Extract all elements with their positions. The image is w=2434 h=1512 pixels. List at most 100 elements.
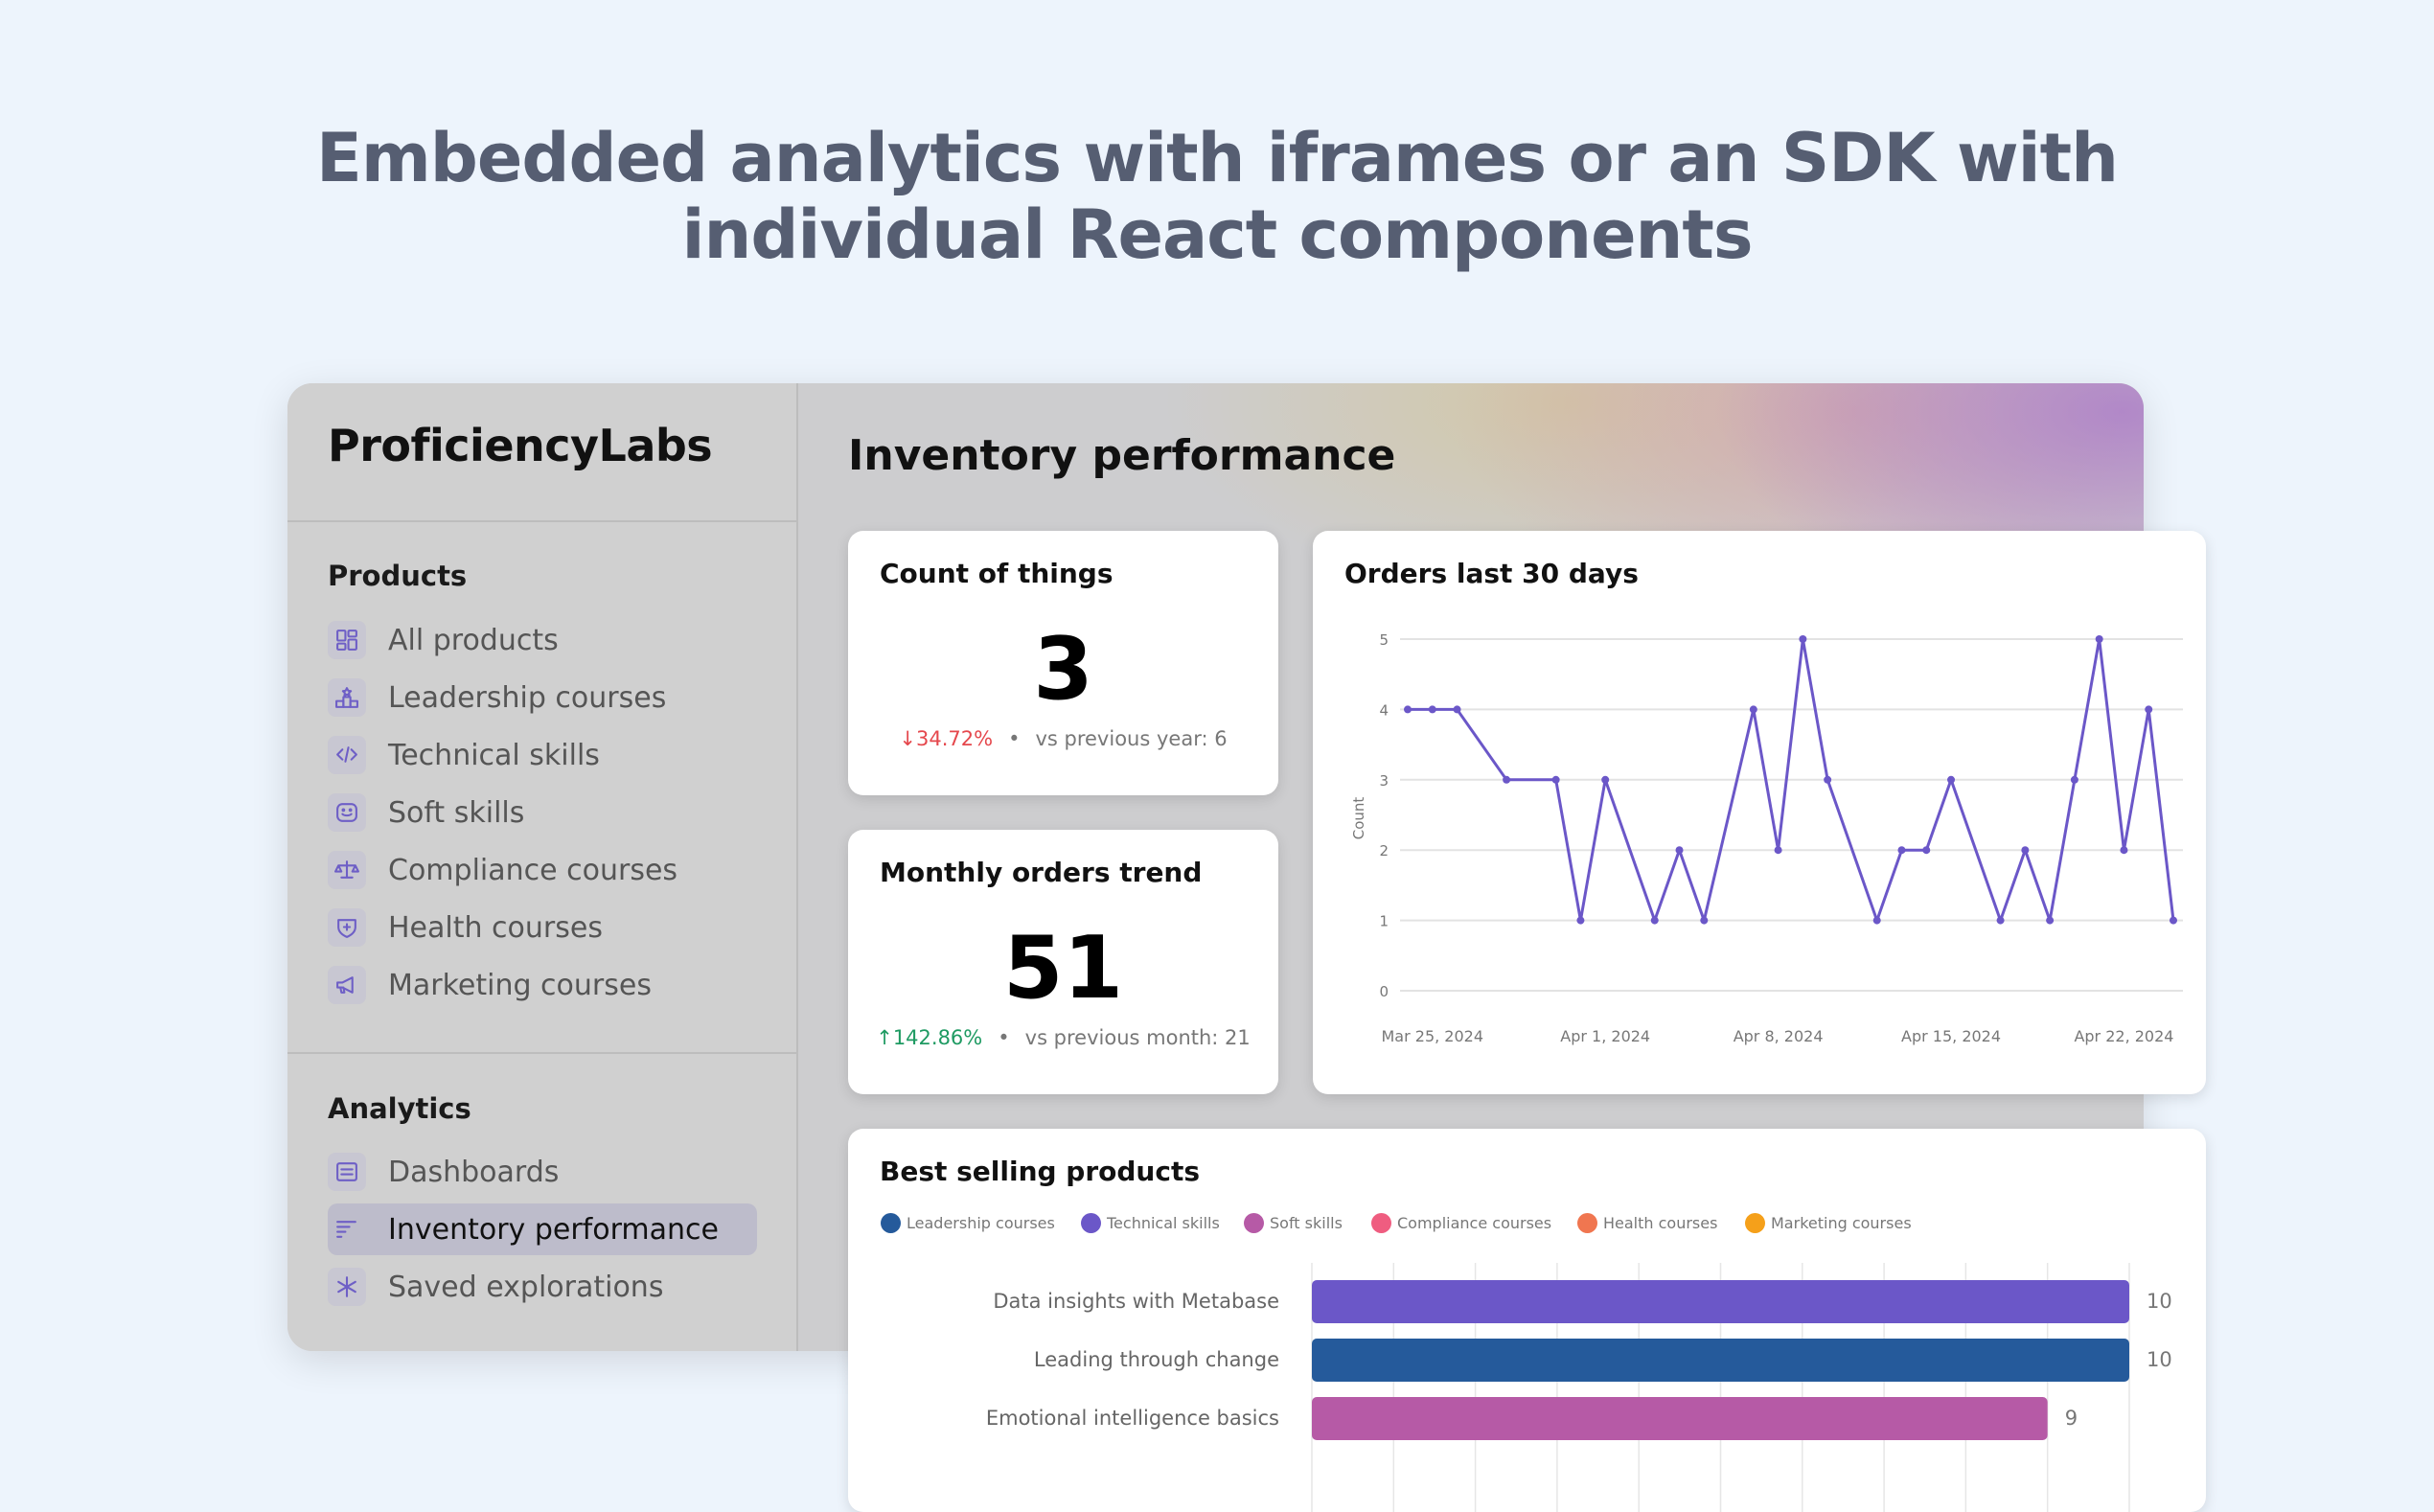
data-point [1675,846,1684,855]
bar-category-label: Emotional intelligence basics [986,1407,1279,1430]
bar-value-label: 10 [2147,1290,2172,1313]
sidebar-item-compliance-courses[interactable]: Compliance courses [328,844,757,896]
bar-value-label: 10 [2147,1348,2172,1371]
card-title: Monthly orders trend [880,857,1203,888]
legend-label: Leadership courses [907,1214,1055,1232]
code-icon [328,736,366,774]
legend-label: Health courses [1603,1214,1718,1232]
sidebar-item-label: Dashboards [388,1155,560,1189]
line-chart: 0 1 2 3 4 5 Count Mar 25, 2024 Apr 1, 2024 Apr 8,… [1350,631,2183,1045]
legend-label: Soft skills [1270,1214,1343,1232]
legend-item[interactable]: Compliance courses [1371,1213,1551,1233]
sidebar-item-soft-skills[interactable]: Soft skills [328,787,757,838]
kpi-comparison: vs previous year: 6 [1035,727,1228,750]
data-point [1774,846,1782,855]
sidebar-item-inventory-performance[interactable]: Inventory performance [328,1203,757,1255]
kpi-value: 51 [1002,918,1124,1019]
data-point [1576,916,1585,925]
series-line [1408,637,2175,923]
y-tick-label: 0 [1379,983,1389,1000]
data-point [1650,916,1659,925]
legend-item[interactable]: Soft skills [1244,1213,1343,1233]
y-tick-label: 1 [1379,913,1389,930]
sidebar-item-leadership-courses[interactable]: Leadership courses [328,672,757,723]
legend-label: Compliance courses [1397,1214,1552,1232]
hero-line-2: individual React components [681,195,1753,274]
sidebar-item-health-courses[interactable]: Health courses [328,902,757,953]
x-tick-label: Mar 25, 2024 [1382,1027,1484,1045]
kpi-value: 3 [1033,619,1093,720]
data-point [2095,635,2103,643]
dashboard-icon [328,1153,366,1191]
data-point [1601,775,1610,784]
card-title: Orders last 30 days [1344,558,1639,589]
legend-swatch [1745,1213,1765,1233]
kpi-change: ↑142.86% [876,1026,983,1049]
legend-swatch [1081,1213,1101,1233]
sidebar-item-dashboards[interactable]: Dashboards [328,1146,757,1198]
sidebar: ProficiencyLabs Products All products Lea… [287,383,798,1351]
bar [1312,1339,2129,1382]
data-point [1551,775,1560,784]
kpi-card-monthly-orders[interactable]: Monthly orders trend 51 ↑142.86% • vs prev… [848,830,1278,1094]
smile-icon [328,793,366,832]
grid-icon [328,621,366,659]
line-chart-card[interactable]: Orders last 30 days 0 1 2 3 4 5 Count Mar 25, 2… [1313,531,2206,1094]
legend-label: Technical skills [1107,1214,1220,1232]
bar-chart: Data insights with Metabase 10 Leading thr… [986,1263,2172,1512]
megaphone-icon [328,966,366,1004]
data-point [1453,705,1461,714]
legend-item[interactable]: Health courses [1577,1213,1717,1233]
sidebar-item-label: Health courses [388,910,603,945]
x-tick-label: Apr 8, 2024 [1734,1027,1824,1045]
podium-icon [328,678,366,717]
y-axis-label: Count [1350,797,1367,840]
logo: ProficiencyLabs [328,420,713,471]
sidebar-item-label: Leadership courses [388,680,667,715]
bar-chart-card[interactable]: Best selling products Leadership courses… [848,1129,2206,1512]
data-point [2046,916,2055,925]
data-point [2120,846,2128,855]
legend-swatch [1371,1213,1391,1233]
legend-label: Marketing courses [1771,1214,1912,1232]
products-heading: Products [328,560,468,592]
sidebar-item-label: Soft skills [388,795,525,830]
asterisk-icon [328,1268,366,1306]
hero-heading: Embedded analytics with iframes or an SD… [0,120,2434,273]
bar-category-label: Leading through change [1034,1348,1279,1371]
legend-item[interactable]: Marketing courses [1745,1213,1912,1233]
bar [1312,1397,2048,1440]
legend-item[interactable]: Technical skills [1081,1213,1220,1233]
divider [287,1052,798,1054]
data-point [1503,775,1511,784]
legend-swatch [1244,1213,1264,1233]
sidebar-item-label: All products [388,623,559,657]
x-tick-label: Apr 1, 2024 [1560,1027,1650,1045]
data-point [1872,916,1881,925]
x-tick-label: Apr 15, 2024 [1901,1027,2001,1045]
sidebar-item-saved-explorations[interactable]: Saved explorations [328,1261,757,1313]
legend-item[interactable]: Leadership courses [881,1213,1055,1233]
separator-dot: • [1008,727,1021,750]
hero-line-1: Embedded analytics with iframes or an SD… [316,119,2119,197]
sidebar-item-label: Technical skills [388,738,600,772]
sidebar-item-all-products[interactable]: All products [328,614,757,666]
scale-icon [328,851,366,889]
data-point [1404,705,1412,714]
data-point [2070,775,2078,784]
data-point [1897,846,1906,855]
x-tick-label: Apr 22, 2024 [2074,1027,2173,1045]
sidebar-item-label: Compliance courses [388,853,678,887]
data-point [1799,635,1807,643]
analytics-heading: Analytics [328,1092,471,1125]
sidebar-item-technical-skills[interactable]: Technical skills [328,729,757,781]
y-tick-label: 5 [1379,631,1389,649]
data-point [1428,705,1436,714]
legend-swatch [881,1213,901,1233]
sidebar-item-marketing-courses[interactable]: Marketing courses [328,959,757,1011]
sidebar-item-label: Saved explorations [388,1270,664,1304]
data-point [2021,846,2030,855]
y-tick-label: 2 [1379,842,1389,859]
kpi-change: ↓34.72% [899,727,994,750]
kpi-card-count[interactable]: Count of things 3 ↓34.72% • vs previous ye… [848,531,1278,795]
